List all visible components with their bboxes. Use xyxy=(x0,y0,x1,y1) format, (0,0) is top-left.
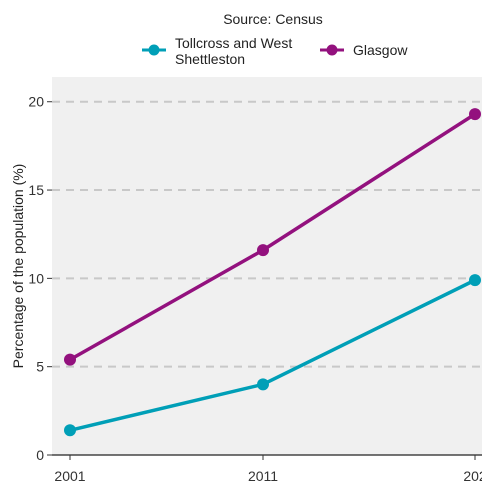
y-tick-label: 15 xyxy=(28,182,44,198)
y-tick-label: 5 xyxy=(36,359,44,375)
y-axis-ticks: 0 5 10 15 20 xyxy=(28,94,52,463)
legend-item-glasgow: Glasgow xyxy=(320,42,408,58)
legend-label-tollcross-line1: Tollcross and West xyxy=(175,35,292,51)
legend-marker-tollcross xyxy=(148,44,160,56)
series-layer xyxy=(64,108,481,437)
y-axis-title: Percentage of the population (%) xyxy=(10,164,26,369)
legend-marker-glasgow xyxy=(326,44,338,56)
legend: Tollcross and West Shettleston Glasgow xyxy=(142,35,408,67)
data-point xyxy=(64,424,76,437)
data-point xyxy=(257,244,269,257)
legend-label-tollcross-line2: Shettleston xyxy=(175,51,245,67)
legend-item-tollcross: Tollcross and West Shettleston xyxy=(142,35,292,67)
x-tick-label: 202 xyxy=(463,468,482,484)
plot-panel xyxy=(52,77,482,455)
data-point xyxy=(469,274,481,287)
x-axis-ticks: 2001 2011 202 xyxy=(54,455,482,484)
x-tick-label: 2001 xyxy=(54,468,85,484)
x-tick-label: 2011 xyxy=(248,468,278,484)
chart-subtitle: Source: Census xyxy=(223,11,323,27)
y-tick-label: 10 xyxy=(28,270,44,286)
legend-label-glasgow: Glasgow xyxy=(353,42,408,58)
y-tick-label: 0 xyxy=(36,447,44,463)
y-tick-label: 20 xyxy=(28,94,44,110)
data-point xyxy=(469,108,481,121)
gridlines xyxy=(52,100,482,368)
data-point xyxy=(257,378,269,391)
data-point xyxy=(64,353,76,366)
